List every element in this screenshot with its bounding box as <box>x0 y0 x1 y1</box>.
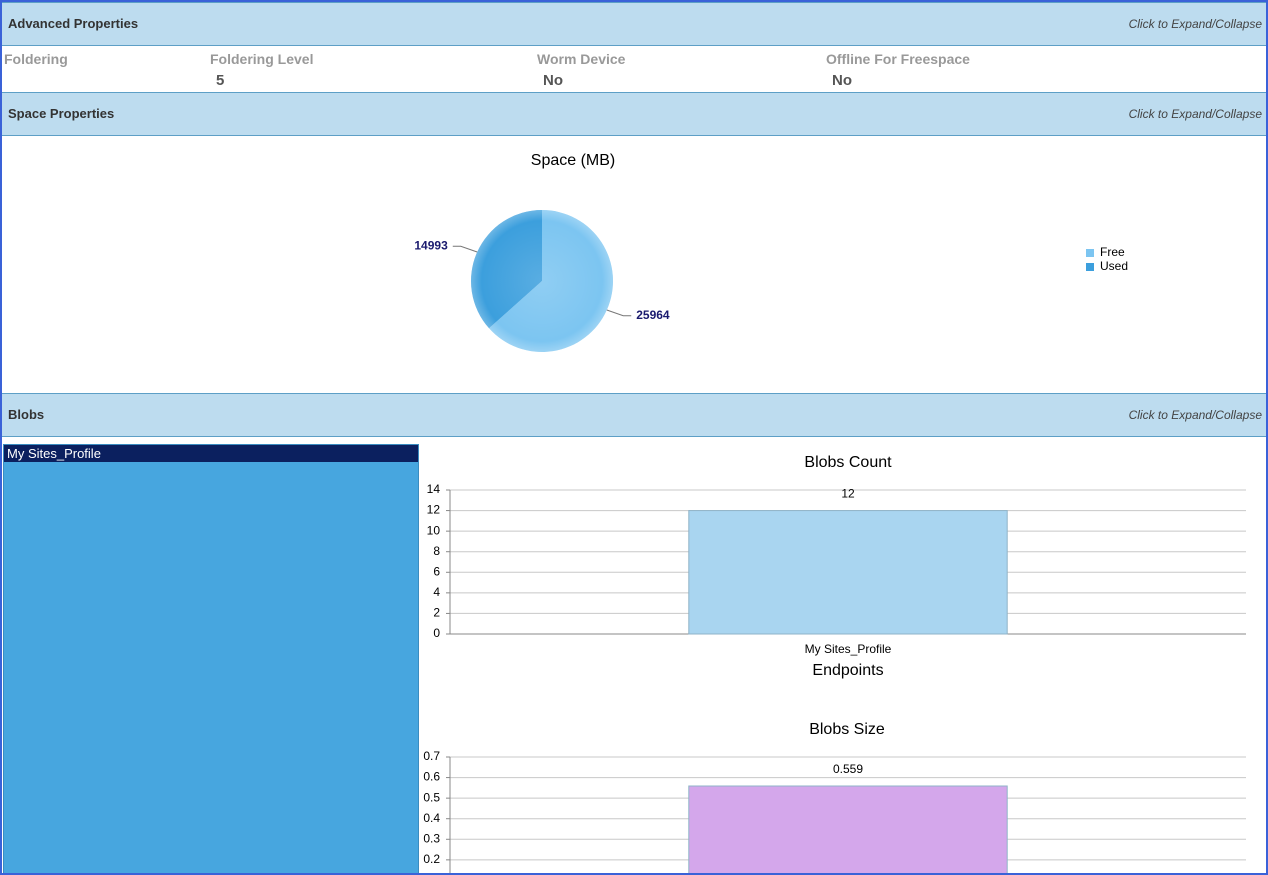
y-tick-label: 12 <box>427 503 441 517</box>
bar <box>688 785 1008 873</box>
field-label: Foldering Level <box>210 51 314 67</box>
section-title: Blobs <box>8 407 45 422</box>
field-value: No <box>832 72 852 89</box>
legend-label: Free <box>1100 245 1125 259</box>
data-label: 12 <box>841 487 855 501</box>
leader-line <box>606 309 632 317</box>
chart-title: Space (MB) <box>531 152 615 169</box>
field-label: Foldering <box>4 51 68 67</box>
field-label: Offline For Freespace <box>826 51 970 67</box>
y-tick-label: 0 <box>433 626 440 640</box>
toggle[interactable]: Click to Expand/Collapse <box>1128 107 1262 121</box>
list-item[interactable]: My Sites_Profile <box>4 445 418 462</box>
y-tick-label: 10 <box>427 523 441 537</box>
y-tick-label: 2 <box>433 606 440 620</box>
data-label: 14993 <box>414 238 448 252</box>
chart-title: Blobs Count <box>804 454 892 471</box>
legend-swatch <box>1086 249 1094 257</box>
blob-list: My Sites_Profile <box>3 444 419 873</box>
y-tick-label: 6 <box>433 564 440 578</box>
y-tick-label: 8 <box>433 544 440 558</box>
chart-title: Blobs Size <box>809 721 885 738</box>
y-tick-label: 0.7 <box>423 749 440 763</box>
x-axis-title: Endpoints <box>812 662 883 679</box>
legend-label: Used <box>1100 259 1128 273</box>
field-value: No <box>543 72 563 89</box>
y-tick-label: 14 <box>427 482 441 496</box>
legend-swatch <box>1086 263 1094 271</box>
y-tick-label: 0.6 <box>423 770 440 784</box>
leader-line <box>452 245 478 253</box>
data-label: 0.559 <box>833 762 863 776</box>
data-label: 25964 <box>636 308 670 322</box>
y-tick-label: 0.4 <box>423 811 440 825</box>
y-tick-label: 4 <box>433 585 440 599</box>
x-tick-label: My Sites_Profile <box>805 642 892 656</box>
y-tick-label: 0.5 <box>423 790 440 804</box>
section-title: Space Properties <box>8 106 115 121</box>
field-label: Worm Device <box>537 51 626 67</box>
section-header[interactable]: Space Properties Click to Expand/Collaps… <box>2 92 1266 136</box>
section-header[interactable]: Advanced Properties Click to Expand/Coll… <box>2 2 1266 46</box>
y-tick-label: 0.3 <box>423 831 440 845</box>
toggle[interactable]: Click to Expand/Collapse <box>1128 408 1262 422</box>
pie-shade <box>471 210 613 352</box>
y-tick-label: 0.2 <box>423 852 440 866</box>
field-value: 5 <box>216 72 225 89</box>
section-title: Advanced Properties <box>8 16 139 31</box>
bar <box>688 510 1008 635</box>
toggle[interactable]: Click to Expand/Collapse <box>1128 17 1262 31</box>
section-header[interactable]: Blobs Click to Expand/Collapse <box>2 393 1266 437</box>
